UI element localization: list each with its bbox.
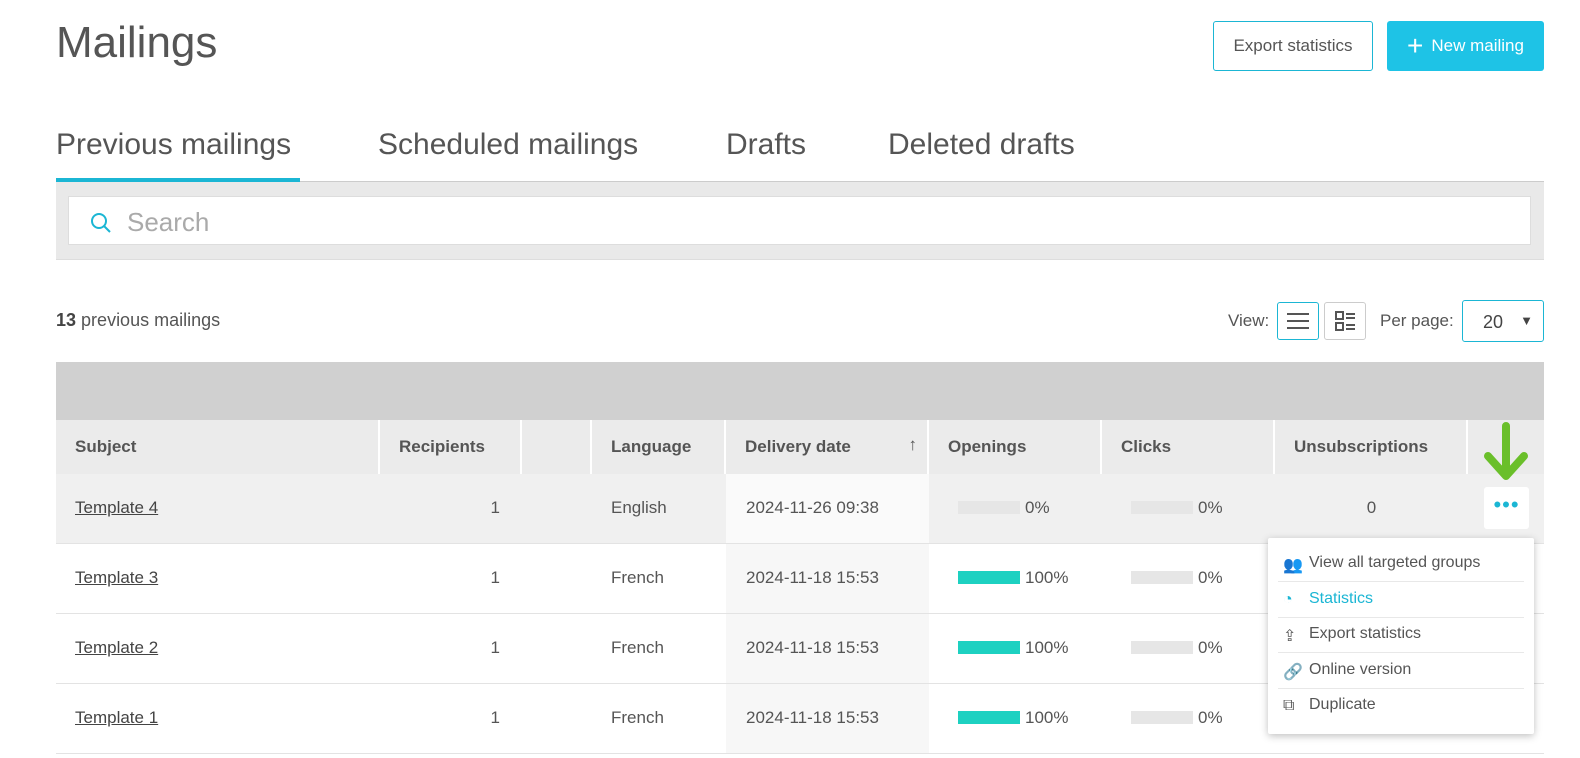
recipients: 1 (490, 708, 500, 727)
col-language[interactable]: Language (592, 420, 726, 474)
search-placeholder: Search (127, 207, 210, 237)
menu-item-label: View all targeted groups (1309, 554, 1481, 571)
actions-menu: 👥 View all targeted groups ◔ Statistics ⇪ Exp… (1268, 538, 1534, 734)
delivery-date: 2024-11-18 15:53 (726, 544, 929, 613)
users-icon: 👥 (1283, 557, 1303, 574)
pie-chart-icon: ◔ (1283, 590, 1293, 608)
new-mailing-label: New mailing (1431, 36, 1524, 55)
link-icon: 🔗 (1283, 663, 1303, 681)
recipients: 1 (490, 638, 500, 657)
delivery-date: 2024-11-26 09:38 (726, 474, 929, 543)
tab-previous-mailings[interactable]: Previous mailings (56, 128, 292, 161)
dropdown-arrow-icon: ▼ (1520, 313, 1533, 328)
openings-bar (958, 711, 1020, 724)
language: English (611, 498, 667, 517)
openings-bar (958, 501, 1020, 514)
green-arrow-annotation-icon (1484, 422, 1528, 480)
new-mailing-button[interactable]: + New mailing (1387, 21, 1544, 71)
search-icon (91, 213, 111, 233)
openings-value: 100% (1025, 638, 1069, 657)
recipients: 1 (490, 568, 500, 587)
subject-link[interactable]: Template 3 (75, 568, 159, 587)
duplicate-icon: ⧉ (1283, 697, 1295, 714)
col-subject[interactable]: Subject (56, 420, 380, 474)
list-view-button[interactable] (1277, 302, 1319, 340)
delivery-date: 2024-11-18 15:53 (726, 614, 929, 683)
clicks-bar (1131, 641, 1193, 654)
menu-item-label: Online version (1309, 660, 1412, 678)
menu-item-export-statistics[interactable]: ⇪ Export statistics (1278, 617, 1524, 653)
export-icon: ⇪ (1283, 628, 1297, 645)
page-title: Mailings (56, 18, 218, 67)
menu-item-label: Statistics (1309, 589, 1374, 607)
clicks-value: 0% (1198, 638, 1223, 657)
table-header (56, 420, 1544, 474)
menu-item-statistics[interactable]: ◔ Statistics (1278, 582, 1524, 618)
openings-bar (958, 571, 1020, 584)
list-icon (1287, 313, 1309, 329)
export-statistics-button[interactable]: Export statistics (1213, 21, 1373, 71)
menu-item-online-version[interactable]: 🔗 Online version (1278, 653, 1524, 689)
search-input[interactable]: Search (68, 196, 1531, 245)
subject-link[interactable]: Template 4 (75, 498, 159, 517)
tab-scheduled-mailings[interactable]: Scheduled mailings (378, 128, 639, 161)
col-clicks[interactable]: Clicks (1102, 420, 1275, 474)
unsubscriptions: 0 (1366, 498, 1377, 517)
clicks-value: 0% (1198, 568, 1223, 587)
tab-drafts[interactable]: Drafts (726, 128, 807, 161)
subject-link[interactable]: Template 1 (75, 708, 159, 727)
openings-value: 100% (1025, 708, 1069, 727)
clicks-value: 0% (1198, 498, 1223, 517)
menu-item-label: Export statistics (1309, 625, 1422, 642)
language: French (611, 638, 664, 657)
grid-list-icon (1335, 311, 1355, 331)
menu-item-label: Duplicate (1309, 696, 1376, 713)
clicks-bar (1131, 571, 1193, 584)
sort-ascending-icon: ↑ (908, 435, 918, 454)
menu-item-duplicate[interactable]: ⧉ Duplicate (1278, 688, 1524, 724)
col-delivery-date[interactable]: Delivery date ↑ (726, 420, 929, 474)
col-openings[interactable]: Openings (929, 420, 1102, 474)
active-tab-indicator (56, 178, 300, 182)
language: French (611, 568, 664, 587)
openings-value: 0% (1025, 498, 1050, 517)
openings-bar (958, 641, 1020, 654)
col-blank (522, 420, 592, 474)
per-page-select[interactable]: 20 ▼ (1462, 300, 1544, 342)
tab-deleted-drafts[interactable]: Deleted drafts (888, 128, 1075, 161)
per-page-label: Per page: (1380, 311, 1454, 330)
col-unsubscriptions[interactable]: Unsubscriptions (1275, 420, 1468, 474)
view-label: View: (1228, 311, 1270, 330)
menu-item-view-all-targeted-groups[interactable]: 👥 View all targeted groups (1278, 546, 1524, 582)
plus-icon: + (1407, 30, 1424, 61)
table-toolbar (56, 362, 1544, 420)
table-row[interactable]: Template 4 1 English 2024-11-26 09:38 0%… (56, 474, 1544, 544)
grid-view-button[interactable] (1324, 302, 1366, 340)
clicks-bar (1131, 501, 1193, 514)
clicks-value: 0% (1198, 708, 1223, 727)
tab-divider (56, 181, 1544, 182)
mailing-count: 13 previous mailings (56, 310, 221, 330)
more-actions-button[interactable]: ••• (1484, 487, 1529, 529)
openings-value: 100% (1025, 568, 1069, 587)
recipients: 1 (490, 498, 500, 517)
clicks-bar (1131, 711, 1193, 724)
language: French (611, 708, 664, 727)
col-recipients[interactable]: Recipients (380, 420, 522, 474)
delivery-date: 2024-11-18 15:53 (726, 684, 929, 753)
subject-link[interactable]: Template 2 (75, 638, 159, 657)
